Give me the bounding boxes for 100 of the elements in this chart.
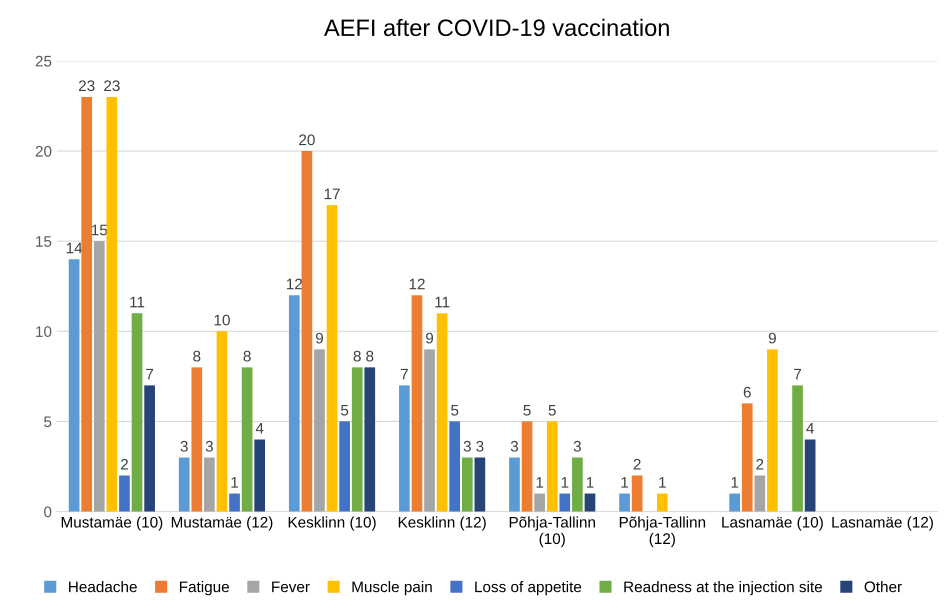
legend-label: Fever bbox=[272, 582, 310, 592]
x-tick-label: Mustamäe (12) bbox=[172, 516, 272, 531]
x-tick-label: Kesklinn (10) bbox=[288, 516, 376, 531]
data-label: 1 bbox=[659, 477, 666, 488]
data-label: 3 bbox=[476, 440, 484, 452]
bar bbox=[302, 151, 312, 512]
data-label: 23 bbox=[78, 80, 95, 92]
bar bbox=[729, 494, 740, 512]
bar bbox=[132, 313, 142, 512]
bar bbox=[584, 494, 596, 512]
bar bbox=[364, 367, 376, 512]
data-label: 11 bbox=[435, 296, 450, 308]
bar bbox=[462, 457, 473, 512]
bar bbox=[352, 367, 363, 512]
chart-title: AEFI after COVID-19 vaccination bbox=[324, 18, 669, 36]
data-label: 7 bbox=[146, 368, 154, 380]
data-label: 8 bbox=[244, 350, 251, 362]
data-label: 1 bbox=[732, 477, 738, 488]
bar bbox=[178, 457, 190, 512]
bar bbox=[572, 457, 583, 512]
data-label: 1 bbox=[562, 477, 568, 488]
bar bbox=[288, 295, 300, 512]
x-tick-label: Põhja-Tallinn (10) bbox=[510, 516, 595, 548]
data-label: 1 bbox=[536, 477, 544, 488]
bar bbox=[144, 385, 155, 512]
data-label: 5 bbox=[340, 404, 348, 416]
data-label: 1 bbox=[586, 477, 594, 488]
y-tick-label: 5 bbox=[44, 416, 52, 428]
bar bbox=[792, 385, 803, 512]
bar bbox=[191, 367, 202, 512]
bar bbox=[804, 439, 816, 512]
data-label: 4 bbox=[806, 422, 814, 434]
data-label: 2 bbox=[120, 458, 128, 470]
legend-label: Fatigue bbox=[180, 581, 229, 596]
bar bbox=[767, 349, 778, 512]
bar bbox=[94, 241, 105, 512]
data-label: 11 bbox=[130, 296, 144, 308]
bar bbox=[204, 457, 215, 512]
bar bbox=[559, 494, 570, 512]
x-tick-label: Lasnamäe (12) bbox=[832, 516, 933, 531]
bar bbox=[216, 331, 228, 512]
data-label: 2 bbox=[756, 458, 764, 470]
bar bbox=[254, 439, 266, 512]
x-tick-label: Kesklinn (12) bbox=[398, 516, 486, 531]
bar bbox=[424, 349, 435, 512]
data-label: 1 bbox=[621, 477, 628, 488]
bar bbox=[534, 494, 545, 512]
data-label: 9 bbox=[426, 332, 434, 344]
x-tick-label: Põhja-Tallinn (12) bbox=[620, 516, 706, 548]
data-label: 4 bbox=[256, 422, 264, 434]
bar bbox=[326, 205, 338, 512]
data-label: 23 bbox=[104, 80, 120, 92]
bar bbox=[619, 494, 630, 512]
legend-label: Headache bbox=[69, 581, 137, 592]
bar bbox=[656, 494, 668, 512]
legend-label: Readness at the injection site bbox=[624, 581, 822, 596]
y-tick-label: 10 bbox=[36, 326, 52, 337]
bar bbox=[81, 96, 92, 512]
data-label: 3 bbox=[510, 440, 518, 452]
y-tick-label: 0 bbox=[44, 506, 52, 518]
data-label: 8 bbox=[354, 350, 361, 362]
data-label: 10 bbox=[214, 314, 230, 326]
bar bbox=[119, 476, 130, 512]
bar bbox=[509, 457, 520, 512]
data-label: 8 bbox=[366, 350, 374, 362]
bar bbox=[106, 96, 118, 512]
bar bbox=[242, 367, 252, 512]
data-label: 8 bbox=[193, 350, 200, 362]
bar bbox=[632, 476, 642, 512]
data-label: 17 bbox=[324, 188, 340, 200]
data-label: 14 bbox=[66, 242, 82, 254]
bar bbox=[449, 421, 460, 512]
data-label: 3 bbox=[464, 440, 471, 452]
x-tick-label: Lasnamäe (10) bbox=[722, 516, 823, 531]
bar bbox=[229, 494, 240, 512]
bar bbox=[68, 259, 80, 512]
data-label: 7 bbox=[794, 368, 802, 380]
bar bbox=[399, 385, 410, 512]
bar bbox=[314, 349, 325, 512]
bar bbox=[546, 421, 558, 512]
bar bbox=[754, 476, 766, 512]
bar bbox=[474, 457, 486, 512]
y-tick-label: 25 bbox=[36, 56, 52, 67]
bar bbox=[742, 403, 753, 512]
legend-label: Other bbox=[864, 581, 902, 592]
legend-label: Muscle pain bbox=[352, 581, 432, 596]
bar bbox=[412, 295, 422, 512]
x-tick-label: Mustamäe (10) bbox=[62, 516, 162, 531]
legend-label: Loss of appetite bbox=[475, 581, 582, 596]
data-label: 2 bbox=[634, 458, 641, 470]
data-label: 12 bbox=[410, 278, 425, 290]
data-label: 6 bbox=[744, 386, 751, 398]
data-label: 3 bbox=[180, 440, 188, 452]
y-tick-label: 15 bbox=[36, 236, 52, 247]
data-label: 9 bbox=[316, 332, 323, 344]
data-label: 5 bbox=[548, 404, 556, 416]
data-label: 3 bbox=[206, 440, 213, 452]
data-label: 3 bbox=[574, 440, 581, 452]
data-label: 9 bbox=[768, 332, 776, 344]
data-label: 5 bbox=[451, 404, 458, 416]
